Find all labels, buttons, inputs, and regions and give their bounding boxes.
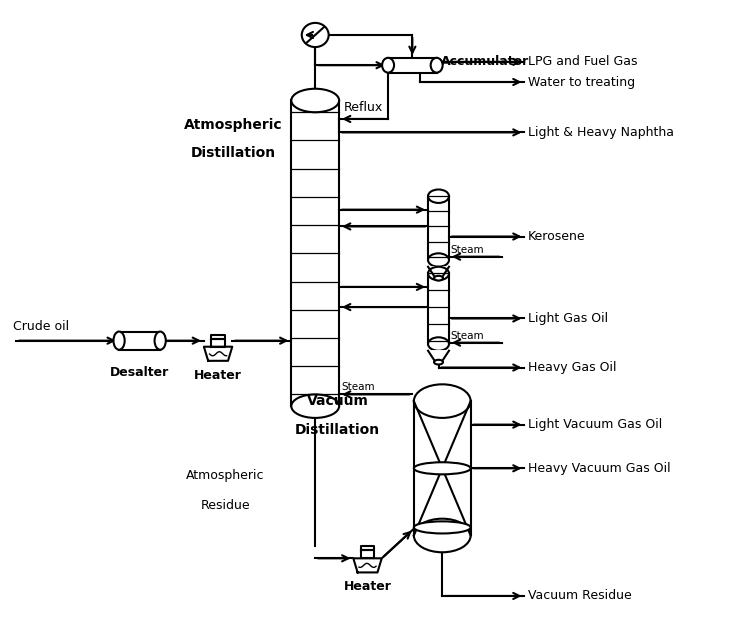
Ellipse shape (414, 385, 471, 418)
Text: Water to treating: Water to treating (528, 76, 635, 88)
Text: Vacuum Residue: Vacuum Residue (528, 590, 632, 603)
Polygon shape (361, 550, 374, 558)
Text: Kerosene: Kerosene (528, 230, 586, 243)
Text: Heater: Heater (344, 581, 392, 594)
Ellipse shape (382, 58, 394, 72)
Text: Vacuum: Vacuum (307, 394, 368, 408)
Text: Desalter: Desalter (110, 366, 170, 379)
Ellipse shape (428, 253, 449, 267)
Text: Distillation: Distillation (190, 146, 275, 160)
Bar (291, 101, 339, 406)
Text: Light Gas Oil: Light Gas Oil (528, 312, 608, 325)
Text: Accumulator: Accumulator (441, 55, 529, 69)
Polygon shape (361, 546, 374, 550)
Text: Crude oil: Crude oil (13, 320, 69, 333)
Text: Reflux: Reflux (344, 101, 382, 113)
Bar (414, 401, 471, 535)
Ellipse shape (154, 331, 166, 350)
Ellipse shape (428, 267, 449, 280)
Ellipse shape (428, 337, 449, 351)
Ellipse shape (414, 519, 471, 553)
Text: Heavy Gas Oil: Heavy Gas Oil (528, 361, 616, 374)
Polygon shape (211, 338, 225, 347)
Text: Light & Heavy Naphtha: Light & Heavy Naphtha (528, 126, 674, 139)
Ellipse shape (414, 462, 471, 474)
Ellipse shape (291, 88, 339, 112)
Bar (119, 331, 160, 350)
Polygon shape (428, 351, 449, 362)
Polygon shape (211, 335, 225, 338)
Bar (388, 58, 436, 72)
Ellipse shape (414, 521, 471, 533)
Circle shape (302, 23, 328, 47)
Text: Heater: Heater (194, 369, 242, 382)
Ellipse shape (428, 190, 449, 203)
Polygon shape (353, 558, 382, 572)
Text: Steam: Steam (451, 331, 484, 340)
Ellipse shape (434, 360, 443, 365)
Ellipse shape (291, 394, 339, 418)
Polygon shape (204, 347, 232, 361)
Bar (428, 274, 449, 344)
Ellipse shape (113, 331, 125, 350)
Text: Distillation: Distillation (295, 423, 380, 437)
Text: Heavy Vacuum Gas Oil: Heavy Vacuum Gas Oil (528, 462, 670, 475)
Bar (428, 196, 449, 260)
Text: Atmospheric: Atmospheric (186, 469, 265, 482)
Text: Light Vacuum Gas Oil: Light Vacuum Gas Oil (528, 418, 662, 431)
Text: Residue: Residue (201, 499, 250, 512)
Ellipse shape (430, 58, 442, 72)
Text: LPG and Fuel Gas: LPG and Fuel Gas (528, 55, 638, 69)
Ellipse shape (434, 276, 443, 281)
Text: Atmospheric: Atmospheric (184, 119, 282, 133)
Text: Steam: Steam (341, 383, 375, 392)
Polygon shape (428, 267, 449, 278)
Text: Steam: Steam (451, 245, 484, 254)
